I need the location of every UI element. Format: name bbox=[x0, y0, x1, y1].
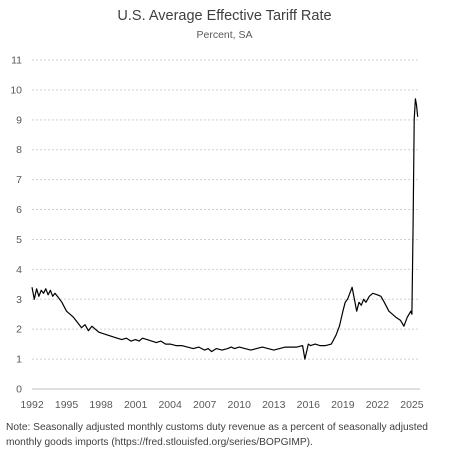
line-chart: 0 1 2 3 4 5 6 7 8 9 10 11 1992 1995 1998 2001 2004 2007 2… bbox=[10, 55, 423, 412]
y-tick-label: 3 bbox=[16, 294, 22, 306]
x-tick-label: 2007 bbox=[193, 399, 217, 411]
chart-subtitle: Percent, SA bbox=[196, 29, 253, 41]
x-tick-label: 2025 bbox=[400, 399, 424, 411]
x-tick-label: 2010 bbox=[228, 399, 252, 411]
y-tick-label: 8 bbox=[16, 144, 22, 156]
y-tick-label: 6 bbox=[16, 204, 22, 216]
x-tick-label: 1995 bbox=[55, 399, 79, 411]
y-tick-label: 11 bbox=[11, 55, 22, 67]
y-tick-label: 2 bbox=[16, 324, 22, 336]
chart-title: U.S. Average Effective Tariff Rate bbox=[117, 8, 332, 24]
x-tick-label: 2019 bbox=[331, 399, 355, 411]
y-tick-label: 4 bbox=[16, 264, 22, 276]
grid-lines bbox=[32, 59, 420, 360]
y-tick-label: 10 bbox=[10, 84, 22, 96]
y-axis-ticks: 0 1 2 3 4 5 6 7 8 9 10 11 bbox=[10, 55, 22, 396]
x-tick-label: 2004 bbox=[158, 399, 182, 411]
x-tick-label: 2016 bbox=[297, 399, 321, 411]
x-axis-ticks: 1992 1995 1998 2001 2004 2007 2010 2013 2016 2019… bbox=[20, 399, 423, 411]
y-tick-label: 7 bbox=[16, 174, 22, 186]
series-line bbox=[31, 98, 419, 360]
y-tick-label: 1 bbox=[16, 354, 22, 366]
x-tick-label: 2001 bbox=[124, 399, 148, 411]
x-tick-label: 1998 bbox=[89, 399, 113, 411]
y-tick-label: 9 bbox=[16, 114, 22, 126]
x-tick-label: 2022 bbox=[366, 399, 390, 411]
x-tick-label: 1992 bbox=[20, 399, 44, 411]
y-tick-label: 0 bbox=[16, 384, 22, 396]
x-tick-label: 2013 bbox=[262, 399, 286, 411]
chart-note: Note: Seasonally adjusted monthly custom… bbox=[6, 422, 428, 448]
y-tick-label: 5 bbox=[16, 234, 22, 246]
